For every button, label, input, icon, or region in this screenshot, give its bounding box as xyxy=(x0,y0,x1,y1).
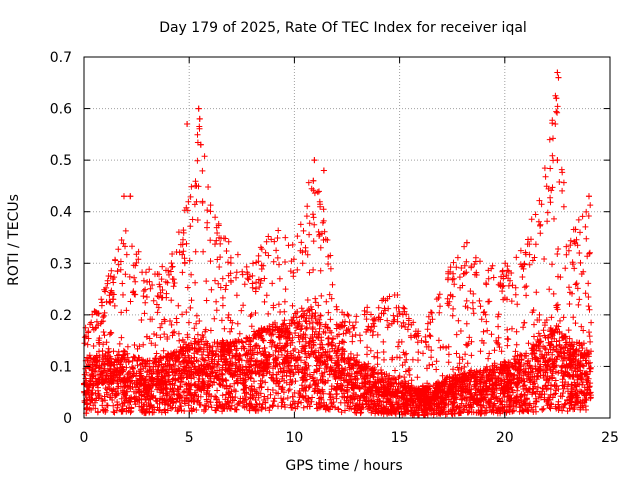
roti-peak-point xyxy=(310,177,317,184)
x-tick-label: 25 xyxy=(601,430,619,446)
tick-labels: 0 5 10 15 20 25 0 0.1 0.2 0.3 0.4 0.5 0.6 0.7 xyxy=(50,50,619,446)
y-tick-label: 0.1 xyxy=(50,359,72,375)
roti-peak-point xyxy=(195,105,202,112)
plot-frame xyxy=(83,56,611,419)
roti-peak-point xyxy=(554,157,561,164)
roti-peak-point xyxy=(554,69,561,76)
roti-peak-point xyxy=(320,167,327,174)
roti-peak-point xyxy=(184,121,191,128)
x-tick-label: 20 xyxy=(496,430,514,446)
x-tick-label: 5 xyxy=(185,430,194,446)
x-axis-label: GPS time / hours xyxy=(285,458,402,474)
roti-peak-point xyxy=(120,193,127,200)
y-tick-label: 0.3 xyxy=(50,256,72,272)
roti-peak-point xyxy=(585,193,592,200)
x-tick-label: 10 xyxy=(285,430,303,446)
roti-point-markers xyxy=(81,69,595,419)
roti-peak-point xyxy=(463,239,470,246)
roti-peak-point xyxy=(553,95,560,102)
data-points xyxy=(81,69,595,419)
x-tick-label: 0 xyxy=(80,430,89,446)
y-tick-label: 0.7 xyxy=(50,50,72,66)
roti-peak-point xyxy=(311,157,318,164)
roti-peak-point xyxy=(196,115,203,122)
y-axis-label: ROTI / TECUs xyxy=(6,194,22,286)
y-tick-label: 0 xyxy=(63,411,72,427)
roti-peak-point xyxy=(197,141,204,148)
y-tick-label: 0.6 xyxy=(50,102,72,118)
chart-title: Day 179 of 2025, Rate Of TEC Index for r… xyxy=(159,20,527,36)
x-tick-label: 15 xyxy=(391,430,409,446)
y-tick-label: 0.4 xyxy=(50,205,72,221)
y-tick-label: 0.5 xyxy=(50,153,72,169)
roti-peak-point xyxy=(127,193,134,200)
y-tick-label: 0.2 xyxy=(50,308,72,324)
axis-ticks xyxy=(83,56,611,419)
roti-peak-point xyxy=(555,74,562,81)
